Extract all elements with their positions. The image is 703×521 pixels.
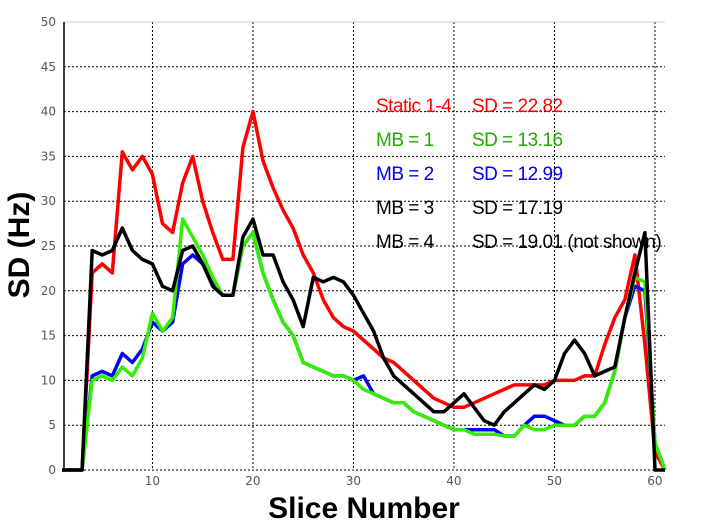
tick-labels: 0 5 10 15 20 25 30 35 40 45 50 10 20 30 40 50 60 xyxy=(41,15,663,488)
y-tick-label: 50 xyxy=(41,15,56,29)
series-lines xyxy=(62,109,667,472)
annotation-label: Static 1-4 xyxy=(376,96,452,117)
y-tick-label: 30 xyxy=(41,194,56,208)
x-axis-label: Slice Number xyxy=(268,492,460,521)
x-tick-label: 30 xyxy=(346,474,361,488)
x-tick-label: 20 xyxy=(245,474,260,488)
y-tick-label: 20 xyxy=(41,284,56,298)
y-tick-label: 0 xyxy=(48,463,56,477)
annotation-sd: SD = 17.19 xyxy=(472,198,563,219)
series-line-mb3 xyxy=(62,217,665,472)
series-line-mb1 xyxy=(62,217,667,472)
y-tick-label: 45 xyxy=(41,60,56,74)
annotation-label: MB = 3 xyxy=(376,198,434,219)
x-tick-label: 10 xyxy=(145,474,160,488)
annotation-sd: SD = 12.99 xyxy=(472,164,563,185)
annotation-sd: SD = 19.01 (not shown) xyxy=(472,232,661,253)
y-tick-label: 35 xyxy=(41,149,56,163)
annotation-label: MB = 2 xyxy=(376,164,434,185)
y-tick-label: 25 xyxy=(41,239,56,253)
axes xyxy=(63,21,665,471)
grid xyxy=(64,22,665,470)
y-tick-label: 10 xyxy=(41,373,56,387)
annotation-sd: SD = 22.82 xyxy=(472,96,563,117)
x-tick-label: 40 xyxy=(446,474,461,488)
annotation-label: MB = 1 xyxy=(376,130,434,151)
annotation-label: MB = 4 xyxy=(376,232,435,253)
series-line-static xyxy=(62,109,667,472)
x-tick-label: 50 xyxy=(547,474,562,488)
y-tick-label: 40 xyxy=(41,105,56,119)
x-tick-label: 60 xyxy=(647,474,662,488)
y-tick-label: 15 xyxy=(41,329,56,343)
annotation-sd: SD = 13.16 xyxy=(472,130,563,151)
y-tick-label: 5 xyxy=(48,418,56,432)
annotation-legend: Static 1-4 SD = 22.82 MB = 1 SD = 13.16 MB =… xyxy=(376,96,662,253)
y-axis-label: SD (Hz) xyxy=(3,192,36,299)
